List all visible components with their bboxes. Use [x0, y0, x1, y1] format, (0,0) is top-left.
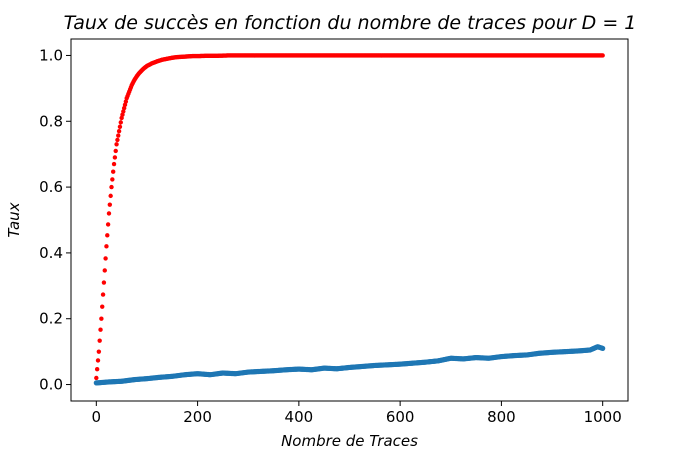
data-point: [94, 375, 99, 381]
data-point: [123, 99, 129, 104]
y-tick-label: 0.4: [39, 244, 63, 262]
data-point: [600, 345, 606, 351]
data-point: [97, 338, 102, 343]
plot-area-frame: [70, 38, 629, 402]
data-point: [111, 169, 116, 174]
data-point: [99, 316, 104, 321]
data-point: [112, 155, 118, 160]
y-tick-label: 1.0: [39, 46, 63, 64]
data-point: [117, 124, 123, 129]
x-tick-label: 600: [386, 408, 415, 426]
data-point: [109, 184, 114, 190]
data-point: [114, 142, 119, 147]
data-point: [121, 109, 126, 114]
x-tick-label: 800: [487, 408, 516, 426]
data-point: [101, 280, 107, 285]
data-point: [120, 112, 125, 117]
series-0: [94, 53, 605, 381]
data-point: [106, 211, 112, 216]
x-tick-label: 0: [92, 408, 102, 426]
data-point: [100, 304, 105, 309]
data-point: [100, 292, 106, 297]
data-point: [115, 137, 120, 143]
data-point: [96, 349, 102, 354]
data-point: [107, 202, 113, 207]
data-point: [98, 327, 103, 332]
y-axis-label: Taux: [5, 202, 23, 237]
data-point: [108, 193, 113, 199]
x-tick-label: 200: [183, 408, 212, 426]
data-point: [116, 128, 122, 134]
y-tick-label: 0.8: [39, 112, 63, 130]
x-tick-label: 400: [285, 408, 314, 426]
y-tick-label: 0.0: [39, 376, 63, 394]
data-point: [113, 148, 118, 154]
y-tick-label: 0.6: [39, 178, 63, 196]
y-tick-label: 0.2: [39, 310, 63, 328]
data-point: [121, 105, 127, 111]
data-point: [104, 244, 109, 249]
x-axis-ticks: 0 200 400 600 800 1000: [92, 401, 622, 426]
series-1: [93, 344, 606, 386]
data-point: [110, 177, 115, 182]
data-point: [119, 115, 124, 121]
data-point: [95, 358, 101, 363]
data-point: [105, 233, 110, 238]
data-point: [94, 366, 100, 372]
data-point: [102, 268, 107, 273]
data-point: [116, 133, 121, 138]
x-axis-label: Nombre de Traces: [281, 432, 418, 450]
data-point: [103, 256, 108, 261]
x-tick-label: 1000: [584, 408, 622, 426]
data-point: [105, 222, 111, 227]
chart-title: Taux de succès en fonction du nombre de …: [64, 12, 637, 34]
plot-series: [93, 53, 606, 386]
data-point: [118, 120, 123, 125]
data-point: [111, 161, 117, 167]
data-point: [600, 53, 605, 58]
y-axis-ticks: 0.0 0.2 0.4 0.6 0.8 1.0: [39, 46, 71, 394]
data-point: [122, 102, 128, 108]
